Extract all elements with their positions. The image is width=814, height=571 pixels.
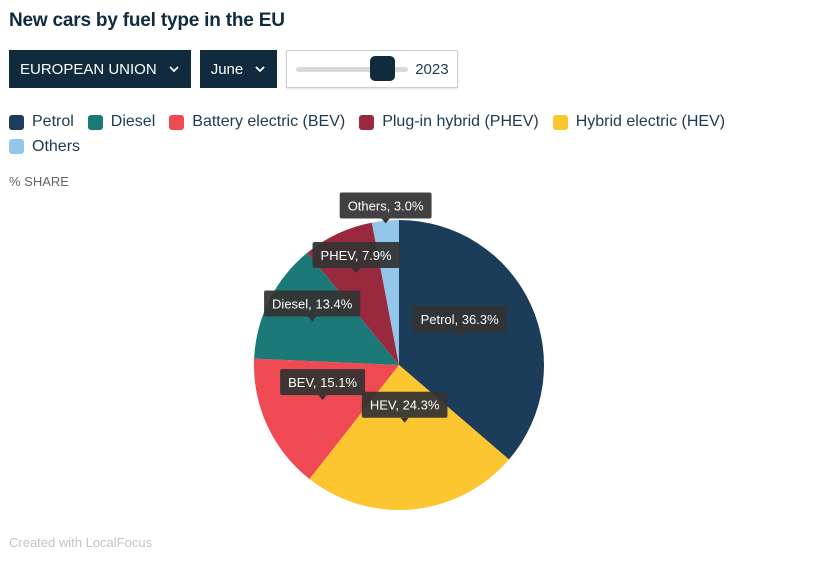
data-label-pointer <box>318 395 327 401</box>
legend-swatch <box>87 114 103 130</box>
legend-swatch <box>359 114 375 130</box>
legend-label: Petrol <box>32 113 74 130</box>
data-label: Petrol, 36.3% <box>412 306 507 338</box>
legend-label: Hybrid electric (HEV) <box>575 113 726 130</box>
year-value: 2023 <box>415 60 449 78</box>
pie-slice[interactable] <box>399 220 545 460</box>
data-label-box <box>339 192 432 219</box>
data-label-box <box>361 391 448 418</box>
region-dropdown-label: EUROPEAN UNION <box>20 60 157 78</box>
legend-item[interactable]: Hybrid electric (HEV) <box>552 110 726 134</box>
legend-label: Others <box>32 137 81 155</box>
data-label-pointer <box>308 316 317 322</box>
legend-label: Plug-in hybrid (PHEV) <box>382 113 539 130</box>
data-label-text: HEV, 24.3% <box>370 398 440 413</box>
data-label: PHEV, 7.9% <box>312 242 400 274</box>
data-label-text: Diesel, 13.4% <box>272 296 353 311</box>
data-label: BEV, 15.1% <box>280 369 366 401</box>
chevron-down-icon <box>169 66 179 73</box>
y-axis-label: % SHARE <box>9 174 69 189</box>
data-label-box <box>264 290 361 317</box>
data-label-box <box>412 306 507 333</box>
legend-item[interactable]: Others <box>9 135 80 159</box>
pie-slice[interactable] <box>309 365 509 510</box>
data-label: Diesel, 13.4% <box>264 290 361 322</box>
month-dropdown-label: June <box>210 60 244 78</box>
legend-label: Diesel <box>110 113 156 130</box>
data-label: Others, 3.0% <box>339 192 432 224</box>
data-label-box <box>312 242 400 269</box>
legend-item[interactable]: Battery electric (BEV) <box>169 110 345 134</box>
legend-item[interactable]: Petrol <box>9 110 74 134</box>
data-label-text: PHEV, 7.9% <box>321 248 393 263</box>
legend: Petrol Diesel Battery electric (BEV) Plug-i… <box>9 110 799 159</box>
year-slider: 2023 <box>286 50 459 88</box>
chevron-down-icon <box>255 66 265 73</box>
data-label-text: Others, 3.0% <box>348 199 424 214</box>
month-dropdown[interactable]: June <box>199 50 278 88</box>
legend-swatch <box>169 114 185 130</box>
year-slider-thumb[interactable] <box>370 55 396 81</box>
legend-item[interactable]: Plug-in hybrid (PHEV) <box>359 110 539 134</box>
year-slider-track[interactable] <box>296 55 409 81</box>
credit-footer: Created with LocalFocus <box>9 535 153 550</box>
data-label-pointer <box>352 268 361 274</box>
data-label-pointer <box>400 417 409 423</box>
controls-bar: EUROPEAN UNION June 2023 <box>9 50 459 88</box>
data-label-pointer <box>381 218 390 224</box>
data-label-pointer <box>455 332 464 338</box>
chart-title: New cars by fuel type in the EU <box>9 10 285 31</box>
data-label-text: BEV, 15.1% <box>288 375 357 390</box>
legend-swatch <box>552 114 568 130</box>
legend-label: Battery electric (BEV) <box>192 113 346 130</box>
legend-swatch <box>9 139 24 154</box>
legend-swatch <box>9 114 24 130</box>
data-label-box <box>280 369 366 396</box>
region-dropdown[interactable]: EUROPEAN UNION <box>9 50 191 88</box>
legend-item[interactable]: Diesel <box>87 110 156 134</box>
data-label-text: Petrol, 36.3% <box>421 312 499 327</box>
data-label: HEV, 24.3% <box>361 391 448 423</box>
